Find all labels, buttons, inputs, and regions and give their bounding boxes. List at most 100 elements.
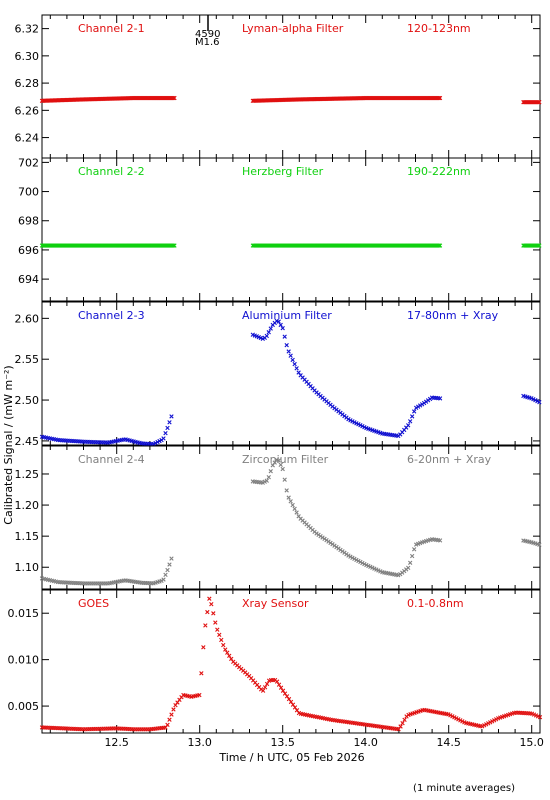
data-point xyxy=(419,402,425,407)
y-tick-label: 0.005 xyxy=(8,700,40,713)
data-point xyxy=(409,553,415,559)
series-4 xyxy=(39,457,542,586)
y-tick-label: 694 xyxy=(18,273,39,286)
panel-3: 2.45 2.50 2.55 2.60 Channel 2-3 Aluminium Fil… xyxy=(15,301,542,448)
data-point xyxy=(171,243,176,248)
y-tick-label: 6.28 xyxy=(15,77,40,90)
y-tick-label: 1.20 xyxy=(15,499,40,512)
data-point xyxy=(171,95,176,101)
x-tick-label: 13.0 xyxy=(187,736,212,749)
data-point xyxy=(262,685,268,690)
band-name: 120-123nm xyxy=(407,22,471,35)
data-point xyxy=(282,334,287,339)
x-axis-label: Time / h UTC, 05 Feb 2026 xyxy=(218,751,364,764)
flare-marker: 4590 M1.6 xyxy=(195,15,220,48)
data-point xyxy=(172,243,177,248)
data-point xyxy=(437,95,443,101)
data-point xyxy=(161,436,166,441)
data-point xyxy=(294,510,299,515)
channel-name: Channel 2-4 xyxy=(78,453,145,466)
data-point xyxy=(288,699,294,705)
data-point xyxy=(223,647,228,652)
data-point xyxy=(286,495,291,500)
filter-name: Aluminium Filter xyxy=(242,309,332,322)
data-point xyxy=(161,577,166,582)
data-point xyxy=(172,95,177,101)
series-3 xyxy=(39,318,542,447)
panel-frame xyxy=(41,157,541,302)
data-point xyxy=(171,707,176,712)
data-point xyxy=(229,656,234,662)
filter-name: Lyman-alpha Filter xyxy=(242,22,344,35)
data-point xyxy=(276,682,282,687)
y-tick-label: 1.15 xyxy=(15,530,40,543)
flare-class-label: M1.6 xyxy=(195,37,220,48)
y-tick-label: 0.015 xyxy=(8,607,40,620)
flare-time-label: 4590 xyxy=(195,29,220,40)
channel-name: GOES xyxy=(78,597,109,610)
series-1 xyxy=(39,95,542,105)
y-tick-label: 1.25 xyxy=(15,468,40,481)
data-point xyxy=(288,499,293,504)
data-point xyxy=(290,357,295,363)
y-tick-label: 696 xyxy=(18,244,39,257)
panel-frame xyxy=(41,589,541,734)
data-point xyxy=(537,399,542,405)
data-point xyxy=(167,562,172,567)
data-point xyxy=(292,705,298,710)
data-point xyxy=(266,330,271,335)
band-name: 0.1-0.8nm xyxy=(407,597,464,610)
data-point xyxy=(294,366,299,371)
data-point xyxy=(436,95,442,101)
data-point xyxy=(221,642,226,648)
band-name: 6-20nm + Xray xyxy=(407,453,492,466)
data-point xyxy=(205,609,210,615)
y-tick-label: 2.50 xyxy=(15,394,40,407)
data-point xyxy=(163,572,168,577)
data-point xyxy=(406,423,411,428)
data-point xyxy=(402,717,407,723)
data-point xyxy=(282,477,287,482)
channel-name: Channel 2-2 xyxy=(78,165,145,178)
data-point xyxy=(437,243,443,248)
data-point xyxy=(169,712,174,717)
data-point xyxy=(276,458,281,463)
data-point xyxy=(406,565,411,570)
panel-frame xyxy=(41,301,541,446)
x-tick-label: 14.5 xyxy=(436,736,461,749)
data-point xyxy=(286,696,292,702)
data-point xyxy=(280,466,285,472)
data-point xyxy=(537,243,542,248)
data-point xyxy=(536,99,541,105)
data-point xyxy=(169,414,174,419)
data-point xyxy=(268,326,273,331)
data-point xyxy=(280,325,285,331)
data-point xyxy=(290,702,296,707)
data-point xyxy=(537,542,542,547)
y-tick-label: 6.32 xyxy=(15,23,40,36)
y-tick-label: 2.45 xyxy=(15,435,40,448)
panel-1: 6.24 6.26 6.28 6.30 6.32 Channel 2-1 Lyman-alp… xyxy=(15,14,542,159)
panel-frame xyxy=(41,445,541,590)
data-point xyxy=(280,688,286,693)
data-point xyxy=(165,567,170,573)
chart-panels: 6.24 6.26 6.28 6.30 6.32 Channel 2-1 Lyman-alp… xyxy=(8,14,544,749)
data-point xyxy=(199,671,204,676)
averages-footnote: (1 minute averages) xyxy=(413,783,515,794)
data-point xyxy=(411,547,417,552)
panel-2: 694 696 698 700 702 Channel 2-2 Herzberg Filte… xyxy=(18,156,542,302)
filter-name: Herzberg Filter xyxy=(242,165,324,178)
channel-name: Channel 2-1 xyxy=(78,22,145,35)
data-point xyxy=(201,645,206,650)
data-point xyxy=(264,333,269,339)
data-point xyxy=(436,243,442,248)
y-tick-label: 0.010 xyxy=(8,654,40,667)
data-point xyxy=(163,430,168,436)
data-point xyxy=(274,679,280,684)
data-point xyxy=(292,506,297,511)
series-5 xyxy=(39,596,543,732)
filter-name: Zirconium Filter xyxy=(242,453,329,466)
data-point xyxy=(407,560,413,565)
data-point xyxy=(537,99,542,105)
